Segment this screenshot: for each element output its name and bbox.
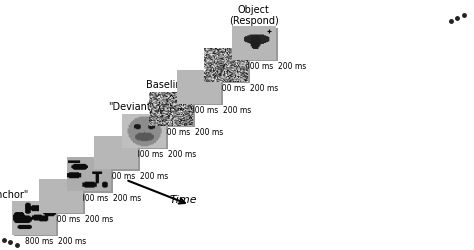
- Text: 800 ms: 800 ms: [163, 128, 191, 136]
- Text: 200 ms: 200 ms: [168, 149, 196, 158]
- Text: 800 ms: 800 ms: [80, 193, 108, 202]
- Text: "Deviant": "Deviant": [108, 102, 155, 112]
- Text: 800 ms: 800 ms: [218, 84, 246, 93]
- Text: Time: Time: [170, 194, 197, 204]
- Bar: [69, 159, 113, 193]
- Text: Baseline: Baseline: [146, 80, 187, 90]
- Text: 200 ms: 200 ms: [140, 171, 169, 180]
- Text: 800 ms: 800 ms: [190, 106, 218, 115]
- Text: 200 ms: 200 ms: [113, 193, 141, 202]
- Bar: [14, 202, 58, 236]
- Bar: [179, 72, 223, 106]
- Text: 200 ms: 200 ms: [85, 214, 114, 224]
- Bar: [234, 28, 278, 62]
- Text: 800 ms: 800 ms: [135, 149, 163, 158]
- Text: Object
(Respond): Object (Respond): [229, 4, 278, 26]
- Bar: [124, 116, 168, 149]
- Bar: [207, 50, 250, 84]
- Text: "Anchor": "Anchor": [0, 189, 29, 199]
- Text: 200 ms: 200 ms: [223, 106, 251, 115]
- Text: 200 ms: 200 ms: [278, 62, 306, 71]
- Bar: [97, 137, 140, 171]
- Text: 800 ms: 800 ms: [25, 236, 53, 245]
- Bar: [42, 181, 85, 214]
- Bar: [152, 94, 195, 128]
- Text: 200 ms: 200 ms: [250, 84, 279, 93]
- Text: 800 ms: 800 ms: [108, 171, 136, 180]
- Text: 800 ms: 800 ms: [53, 214, 81, 224]
- Text: 800 ms: 800 ms: [245, 62, 273, 71]
- Text: 200 ms: 200 ms: [195, 128, 224, 136]
- Text: 200 ms: 200 ms: [58, 236, 86, 245]
